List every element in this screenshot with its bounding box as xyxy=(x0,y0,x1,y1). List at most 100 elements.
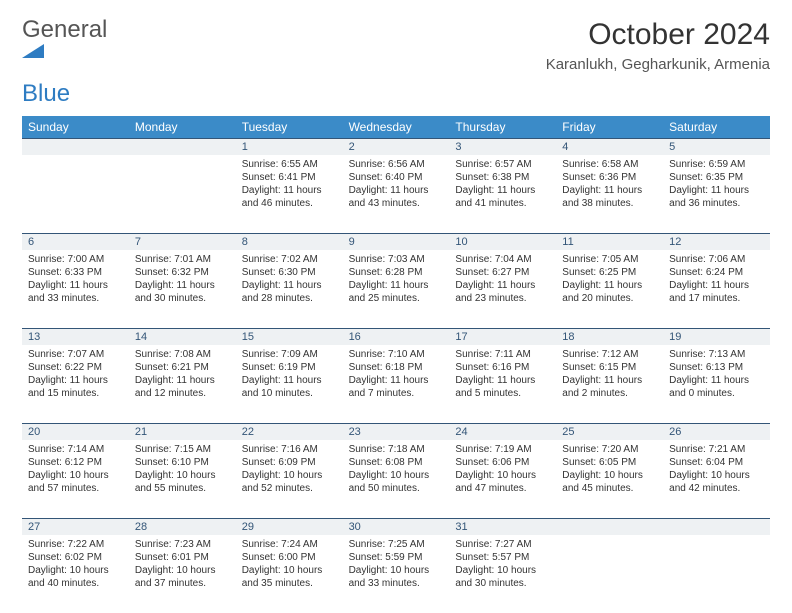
calendar-cell: Sunrise: 7:05 AMSunset: 6:25 PMDaylight:… xyxy=(556,250,663,328)
daylight-text: Daylight: 11 hours and 15 minutes. xyxy=(28,374,123,400)
triangle-icon xyxy=(22,42,107,58)
page-subtitle: Karanlukh, Gegharkunik, Armenia xyxy=(546,56,770,73)
cell-body: Sunrise: 7:16 AMSunset: 6:09 PMDaylight:… xyxy=(236,440,343,501)
calendar-cell: Sunrise: 7:14 AMSunset: 6:12 PMDaylight:… xyxy=(22,440,129,518)
week-row: Sunrise: 7:14 AMSunset: 6:12 PMDaylight:… xyxy=(22,440,770,518)
day-number: 31 xyxy=(449,519,556,535)
daylight-text: Daylight: 10 hours and 47 minutes. xyxy=(455,469,550,495)
sunset-text: Sunset: 6:18 PM xyxy=(349,361,444,374)
header: General Blue October 2024 Karanlukh, Geg… xyxy=(22,18,770,106)
daylight-text: Daylight: 11 hours and 0 minutes. xyxy=(669,374,764,400)
weekday-header: Saturday xyxy=(663,116,770,138)
week-row: Sunrise: 7:22 AMSunset: 6:02 PMDaylight:… xyxy=(22,535,770,613)
sunset-text: Sunset: 6:35 PM xyxy=(669,171,764,184)
sunrise-text: Sunrise: 6:55 AM xyxy=(242,158,337,171)
sunset-text: Sunset: 6:30 PM xyxy=(242,266,337,279)
weekday-header: Monday xyxy=(129,116,236,138)
calendar-cell: Sunrise: 6:58 AMSunset: 6:36 PMDaylight:… xyxy=(556,155,663,233)
weekday-header-row: SundayMondayTuesdayWednesdayThursdayFrid… xyxy=(22,116,770,138)
calendar-cell: Sunrise: 7:24 AMSunset: 6:00 PMDaylight:… xyxy=(236,535,343,613)
calendar-cell: Sunrise: 7:10 AMSunset: 6:18 PMDaylight:… xyxy=(343,345,450,423)
calendar-cell: Sunrise: 7:00 AMSunset: 6:33 PMDaylight:… xyxy=(22,250,129,328)
day-number xyxy=(22,139,129,155)
sunrise-text: Sunrise: 6:58 AM xyxy=(562,158,657,171)
sunrise-text: Sunrise: 7:10 AM xyxy=(349,348,444,361)
day-number: 25 xyxy=(556,424,663,440)
logo-text: General Blue xyxy=(22,18,107,106)
weekday-header: Friday xyxy=(556,116,663,138)
daylight-text: Daylight: 11 hours and 30 minutes. xyxy=(135,279,230,305)
cell-body: Sunrise: 7:05 AMSunset: 6:25 PMDaylight:… xyxy=(556,250,663,311)
sunset-text: Sunset: 6:28 PM xyxy=(349,266,444,279)
cell-body: Sunrise: 7:20 AMSunset: 6:05 PMDaylight:… xyxy=(556,440,663,501)
daynum-row: 6789101112 xyxy=(22,233,770,250)
sunset-text: Sunset: 5:59 PM xyxy=(349,551,444,564)
daynum-row: 2728293031 xyxy=(22,518,770,535)
cell-body: Sunrise: 7:12 AMSunset: 6:15 PMDaylight:… xyxy=(556,345,663,406)
sunrise-text: Sunrise: 7:03 AM xyxy=(349,253,444,266)
daylight-text: Daylight: 11 hours and 28 minutes. xyxy=(242,279,337,305)
sunrise-text: Sunrise: 7:27 AM xyxy=(455,538,550,551)
weekday-header: Tuesday xyxy=(236,116,343,138)
day-number: 30 xyxy=(343,519,450,535)
cell-body: Sunrise: 6:56 AMSunset: 6:40 PMDaylight:… xyxy=(343,155,450,216)
sunset-text: Sunset: 6:25 PM xyxy=(562,266,657,279)
day-number: 1 xyxy=(236,139,343,155)
daylight-text: Daylight: 10 hours and 37 minutes. xyxy=(135,564,230,590)
sunrise-text: Sunrise: 7:21 AM xyxy=(669,443,764,456)
sunset-text: Sunset: 6:36 PM xyxy=(562,171,657,184)
sunset-text: Sunset: 6:41 PM xyxy=(242,171,337,184)
day-number: 27 xyxy=(22,519,129,535)
daylight-text: Daylight: 11 hours and 38 minutes. xyxy=(562,184,657,210)
calendar-cell: Sunrise: 6:55 AMSunset: 6:41 PMDaylight:… xyxy=(236,155,343,233)
calendar: SundayMondayTuesdayWednesdayThursdayFrid… xyxy=(22,116,770,613)
cell-body: Sunrise: 6:55 AMSunset: 6:41 PMDaylight:… xyxy=(236,155,343,216)
sunset-text: Sunset: 6:01 PM xyxy=(135,551,230,564)
daylight-text: Daylight: 11 hours and 20 minutes. xyxy=(562,279,657,305)
day-number: 6 xyxy=(22,234,129,250)
calendar-cell: Sunrise: 7:19 AMSunset: 6:06 PMDaylight:… xyxy=(449,440,556,518)
sunrise-text: Sunrise: 7:12 AM xyxy=(562,348,657,361)
day-number: 10 xyxy=(449,234,556,250)
sunrise-text: Sunrise: 7:19 AM xyxy=(455,443,550,456)
day-number xyxy=(129,139,236,155)
calendar-cell: Sunrise: 7:12 AMSunset: 6:15 PMDaylight:… xyxy=(556,345,663,423)
cell-body: Sunrise: 7:07 AMSunset: 6:22 PMDaylight:… xyxy=(22,345,129,406)
cell-body: Sunrise: 7:02 AMSunset: 6:30 PMDaylight:… xyxy=(236,250,343,311)
calendar-cell: Sunrise: 7:03 AMSunset: 6:28 PMDaylight:… xyxy=(343,250,450,328)
sunset-text: Sunset: 6:32 PM xyxy=(135,266,230,279)
calendar-cell: Sunrise: 7:22 AMSunset: 6:02 PMDaylight:… xyxy=(22,535,129,613)
sunrise-text: Sunrise: 7:05 AM xyxy=(562,253,657,266)
daynum-row: 12345 xyxy=(22,138,770,155)
weekday-header: Sunday xyxy=(22,116,129,138)
day-number: 16 xyxy=(343,329,450,345)
week-row: Sunrise: 7:00 AMSunset: 6:33 PMDaylight:… xyxy=(22,250,770,328)
cell-body: Sunrise: 7:04 AMSunset: 6:27 PMDaylight:… xyxy=(449,250,556,311)
day-number: 15 xyxy=(236,329,343,345)
daylight-text: Daylight: 10 hours and 33 minutes. xyxy=(349,564,444,590)
daylight-text: Daylight: 11 hours and 12 minutes. xyxy=(135,374,230,400)
daylight-text: Daylight: 10 hours and 52 minutes. xyxy=(242,469,337,495)
cell-body: Sunrise: 7:00 AMSunset: 6:33 PMDaylight:… xyxy=(22,250,129,311)
calendar-cell: Sunrise: 7:13 AMSunset: 6:13 PMDaylight:… xyxy=(663,345,770,423)
cell-body xyxy=(129,155,236,164)
title-block: October 2024 Karanlukh, Gegharkunik, Arm… xyxy=(546,18,770,73)
daylight-text: Daylight: 10 hours and 45 minutes. xyxy=(562,469,657,495)
daylight-text: Daylight: 10 hours and 57 minutes. xyxy=(28,469,123,495)
sunset-text: Sunset: 6:13 PM xyxy=(669,361,764,374)
day-number: 28 xyxy=(129,519,236,535)
day-number: 11 xyxy=(556,234,663,250)
cell-body: Sunrise: 7:23 AMSunset: 6:01 PMDaylight:… xyxy=(129,535,236,596)
cell-body: Sunrise: 7:21 AMSunset: 6:04 PMDaylight:… xyxy=(663,440,770,501)
sunrise-text: Sunrise: 7:06 AM xyxy=(669,253,764,266)
sunrise-text: Sunrise: 7:01 AM xyxy=(135,253,230,266)
sunset-text: Sunset: 6:04 PM xyxy=(669,456,764,469)
sunset-text: Sunset: 6:12 PM xyxy=(28,456,123,469)
sunset-text: Sunset: 6:10 PM xyxy=(135,456,230,469)
calendar-cell: Sunrise: 7:02 AMSunset: 6:30 PMDaylight:… xyxy=(236,250,343,328)
day-number: 13 xyxy=(22,329,129,345)
sunset-text: Sunset: 6:19 PM xyxy=(242,361,337,374)
calendar-cell: Sunrise: 7:18 AMSunset: 6:08 PMDaylight:… xyxy=(343,440,450,518)
sunset-text: Sunset: 6:38 PM xyxy=(455,171,550,184)
sunset-text: Sunset: 6:21 PM xyxy=(135,361,230,374)
